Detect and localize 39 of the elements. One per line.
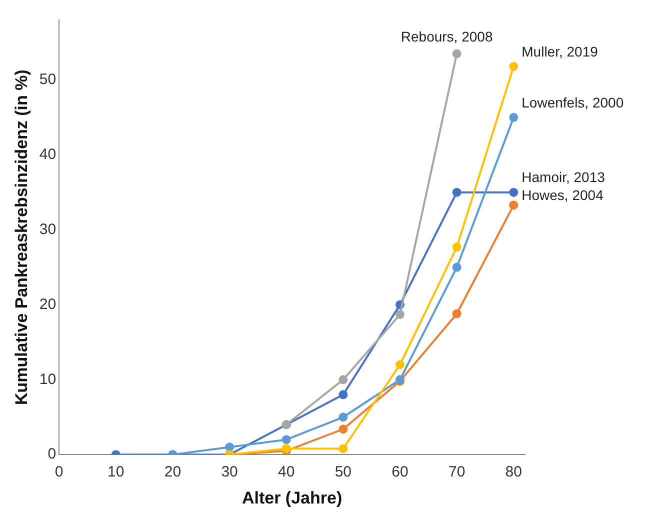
x-tick-label: 60 xyxy=(392,464,408,481)
point xyxy=(338,444,348,454)
point xyxy=(509,200,518,210)
x-tick-label: 80 xyxy=(505,464,522,481)
point xyxy=(396,360,404,370)
point xyxy=(452,49,462,58)
x-axis-title: Alter (Jahre) xyxy=(242,488,342,508)
y-tick-label: 40 xyxy=(39,146,56,164)
point xyxy=(282,435,291,444)
point xyxy=(338,424,348,434)
point xyxy=(452,309,462,318)
x-tick-label: 10 xyxy=(108,464,124,481)
point xyxy=(338,412,348,422)
point xyxy=(338,375,348,384)
x-tick-label: 20 xyxy=(164,464,182,481)
point xyxy=(509,188,518,197)
y-tick-label: 50 xyxy=(39,71,56,88)
point xyxy=(338,390,348,400)
x-tick-label: 50 xyxy=(334,464,352,481)
y-tick-label: 10 xyxy=(39,370,56,388)
point xyxy=(452,188,462,197)
y-tick-label: 0 xyxy=(48,446,56,463)
x-tick-label: 40 xyxy=(278,464,295,481)
y-axis-title: Kumulative Pankreaskrebsinzidenz (in %) xyxy=(12,70,31,405)
point xyxy=(452,262,462,272)
series-label: Lowenfels, 2000 xyxy=(522,94,624,110)
series-label: Muller, 2019 xyxy=(522,43,598,60)
series-label: Rebours, 2008 xyxy=(400,28,493,45)
y-tick-label: 30 xyxy=(39,220,56,238)
x-tick-label: 30 xyxy=(221,464,238,481)
point xyxy=(509,62,518,71)
series-label: Howes, 2004 xyxy=(522,187,604,204)
x-tick-label: 70 xyxy=(448,464,466,481)
y-tick-label: 20 xyxy=(39,296,56,313)
point xyxy=(509,112,518,122)
series-label: Hamoir, 2013 xyxy=(522,169,606,186)
point xyxy=(452,242,462,252)
point xyxy=(396,310,404,319)
point xyxy=(225,442,234,452)
